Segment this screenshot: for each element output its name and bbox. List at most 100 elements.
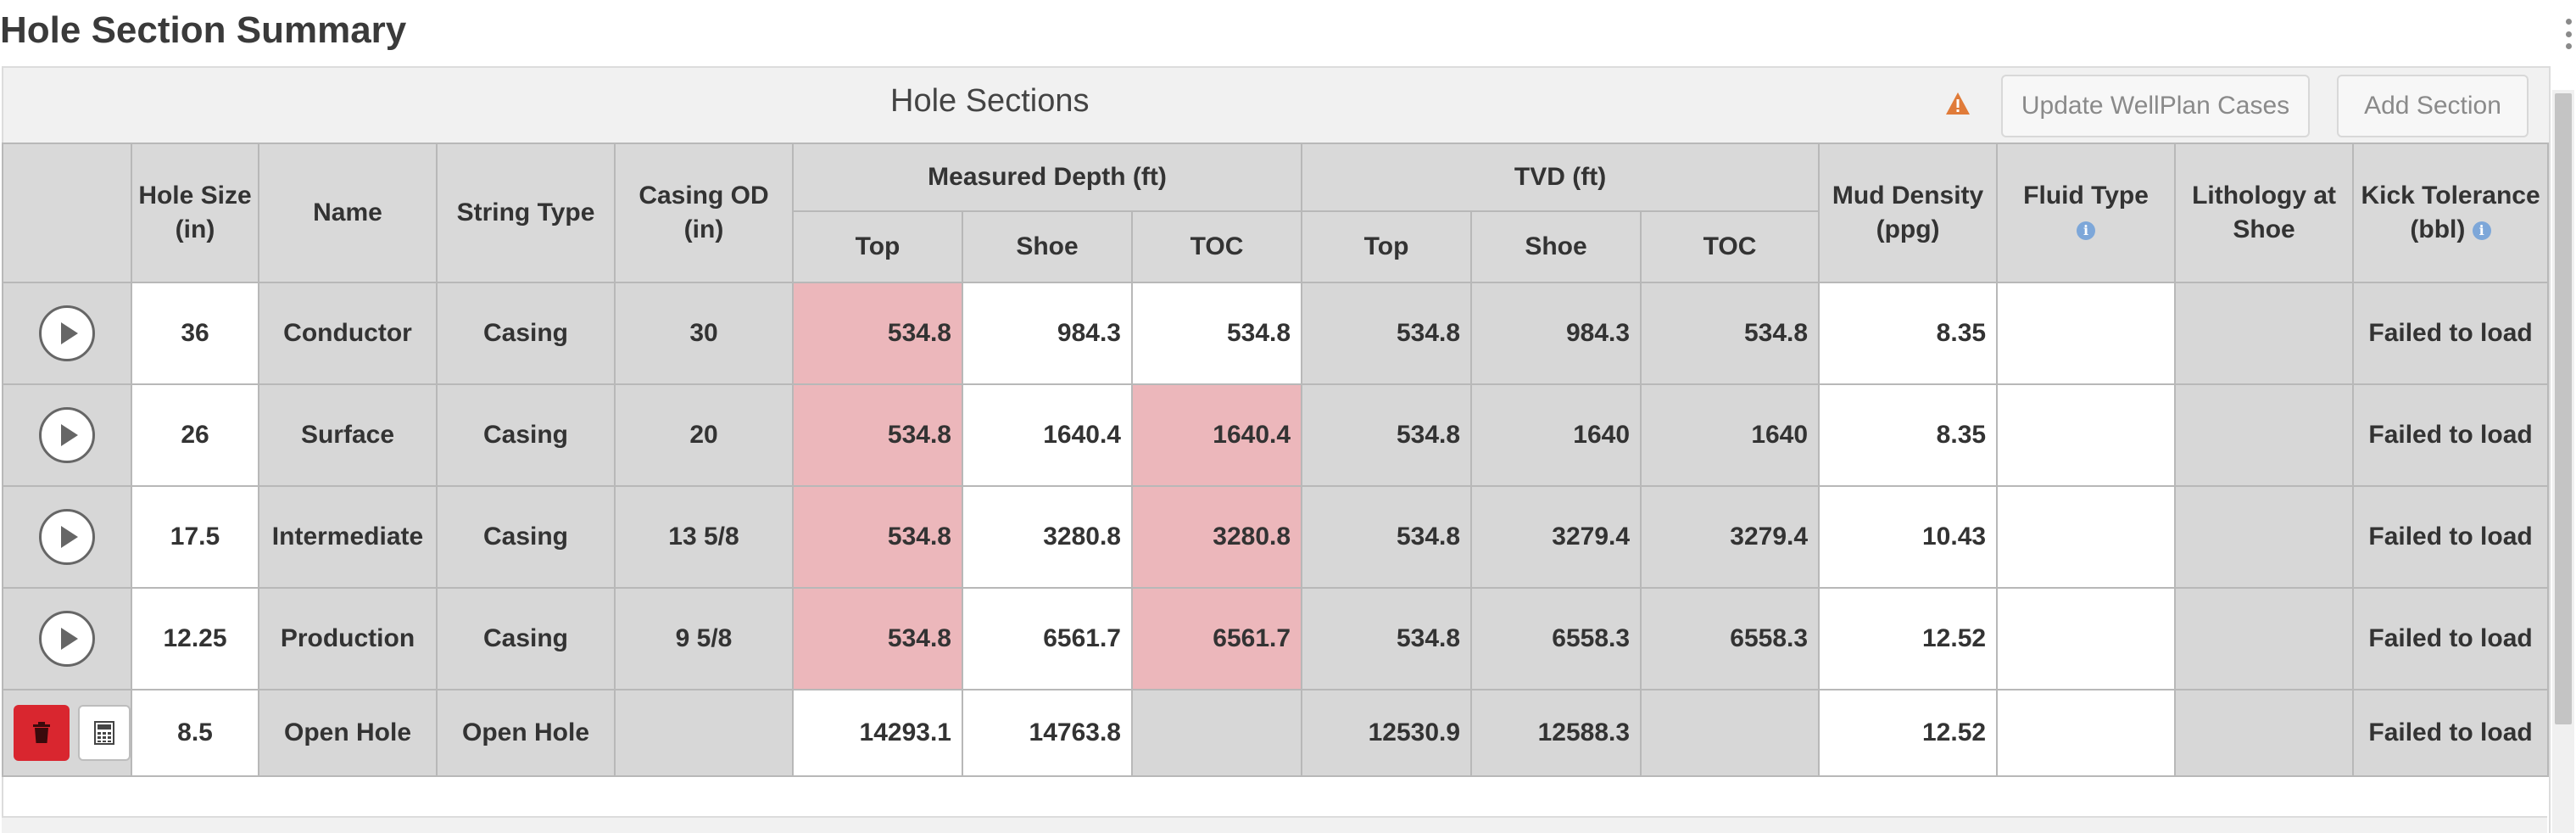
hole-size-cell[interactable]: 8.5 bbox=[131, 689, 259, 777]
info-icon[interactable]: i bbox=[2472, 221, 2491, 241]
fluid-type-cell[interactable] bbox=[1996, 689, 2177, 777]
delete-section-button[interactable] bbox=[14, 705, 70, 761]
header-name: Name bbox=[258, 143, 438, 283]
header-tvd-shoe: Shoe bbox=[1470, 210, 1642, 283]
header-md-toc: TOC bbox=[1130, 210, 1303, 283]
fluid-type-cell[interactable] bbox=[1996, 485, 2177, 589]
play-button[interactable] bbox=[39, 611, 95, 667]
casing-od-cell: 13 5/8 bbox=[614, 485, 794, 589]
mud-density-cell[interactable]: 12.52 bbox=[1818, 689, 1999, 777]
play-icon bbox=[61, 424, 78, 446]
tvd-toc-cell: 534.8 bbox=[1640, 282, 1820, 385]
vertical-scrollbar[interactable] bbox=[2552, 90, 2574, 833]
name-cell: Production bbox=[258, 587, 438, 690]
md-top-cell[interactable]: 534.8 bbox=[792, 383, 963, 487]
md-toc-cell[interactable]: 1640.4 bbox=[1130, 383, 1303, 487]
md-top-cell[interactable]: 14293.1 bbox=[792, 689, 963, 777]
mud-density-cell[interactable]: 12.52 bbox=[1818, 587, 1999, 690]
casing-od-cell: 20 bbox=[614, 383, 794, 487]
fluid-type-label: Fluid Type bbox=[2023, 182, 2149, 210]
lithology-cell bbox=[2174, 689, 2355, 777]
mud-density-cell[interactable]: 8.35 bbox=[1818, 383, 1999, 487]
lithology-cell bbox=[2174, 282, 2355, 385]
md-shoe-cell[interactable]: 14763.8 bbox=[962, 689, 1133, 777]
kick-tolerance-cell: Failed to load bbox=[2352, 485, 2550, 589]
tvd-toc-cell bbox=[1640, 689, 1820, 777]
name-cell: Conductor bbox=[258, 282, 438, 385]
md-shoe-cell[interactable]: 3280.8 bbox=[962, 485, 1133, 589]
calculator-icon bbox=[94, 721, 114, 745]
fluid-type-cell[interactable] bbox=[1996, 383, 2177, 487]
play-button[interactable] bbox=[39, 407, 95, 463]
panel-header: Hole Sections Update WellPlan Cases Add … bbox=[3, 68, 2549, 144]
fluid-type-cell[interactable] bbox=[1996, 587, 2177, 690]
calculator-button[interactable] bbox=[78, 705, 130, 761]
name-cell: Intermediate bbox=[258, 485, 438, 589]
string-type-cell: Casing bbox=[436, 383, 616, 487]
warning-triangle-icon[interactable] bbox=[1945, 92, 1971, 115]
page-title: Hole Section Summary bbox=[0, 9, 407, 51]
tvd-top-cell: 534.8 bbox=[1301, 282, 1473, 385]
md-shoe-cell[interactable]: 1640.4 bbox=[962, 383, 1133, 487]
tvd-shoe-cell: 984.3 bbox=[1470, 282, 1642, 385]
kebab-menu-icon[interactable] bbox=[2564, 19, 2573, 49]
tvd-top-cell: 534.8 bbox=[1301, 383, 1473, 487]
md-top-cell[interactable]: 534.8 bbox=[792, 587, 963, 690]
casing-od-cell: 9 5/8 bbox=[614, 587, 794, 690]
table-row: 26 Surface Casing 20 534.8 1640.4 1640.4… bbox=[2, 383, 2550, 487]
kick-tolerance-cell: Failed to load bbox=[2352, 282, 2550, 385]
play-button[interactable] bbox=[39, 305, 95, 361]
tvd-top-cell: 534.8 bbox=[1301, 485, 1473, 589]
header-controls bbox=[2, 143, 132, 283]
header-fluid-type: Fluid Type i bbox=[1996, 143, 2177, 283]
lithology-cell bbox=[2174, 383, 2355, 487]
md-shoe-cell[interactable]: 6561.7 bbox=[962, 587, 1133, 690]
fluid-type-cell[interactable] bbox=[1996, 282, 2177, 385]
header-measured-depth: Measured Depth (ft) bbox=[791, 143, 1303, 212]
mud-density-cell[interactable]: 8.35 bbox=[1818, 282, 1999, 385]
play-icon bbox=[61, 526, 78, 548]
md-toc-cell bbox=[1130, 689, 1303, 777]
header-casing-od: Casing OD (in) bbox=[614, 143, 794, 283]
table-row: 17.5 Intermediate Casing 13 5/8 534.8 32… bbox=[2, 485, 2550, 589]
md-toc-cell[interactable]: 6561.7 bbox=[1130, 587, 1303, 690]
kick-tolerance-label: Kick Tolerance (bbl) bbox=[2361, 182, 2540, 243]
casing-od-cell bbox=[614, 689, 794, 777]
name-cell: Open Hole bbox=[258, 689, 438, 777]
header-tvd-top: Top bbox=[1301, 210, 1473, 283]
mud-density-cell[interactable]: 10.43 bbox=[1818, 485, 1999, 589]
string-type-cell: Open Hole bbox=[436, 689, 616, 777]
hole-size-cell[interactable]: 26 bbox=[131, 383, 259, 487]
hole-size-cell[interactable]: 36 bbox=[131, 282, 259, 385]
kick-tolerance-cell: Failed to load bbox=[2352, 383, 2550, 487]
md-toc-cell[interactable]: 534.8 bbox=[1130, 282, 1303, 385]
tvd-shoe-cell: 6558.3 bbox=[1470, 587, 1642, 690]
info-icon[interactable]: i bbox=[2077, 221, 2096, 241]
kick-tolerance-cell: Failed to load bbox=[2352, 587, 2550, 690]
add-section-button[interactable]: Add Section bbox=[2337, 75, 2529, 137]
header-tvd: TVD (ft) bbox=[1301, 143, 1820, 212]
casing-od-cell: 30 bbox=[614, 282, 794, 385]
hole-size-cell[interactable]: 12.25 bbox=[131, 587, 259, 690]
tvd-shoe-cell: 1640 bbox=[1470, 383, 1642, 487]
scrollbar-thumb[interactable] bbox=[2555, 93, 2572, 724]
string-type-cell: Casing bbox=[436, 485, 616, 589]
play-button[interactable] bbox=[39, 509, 95, 565]
md-top-cell[interactable]: 534.8 bbox=[792, 282, 963, 385]
tvd-toc-cell: 6558.3 bbox=[1640, 587, 1820, 690]
md-toc-cell[interactable]: 3280.8 bbox=[1130, 485, 1303, 589]
update-wellplan-cases-button[interactable]: Update WellPlan Cases bbox=[2001, 75, 2310, 137]
header-mud-density: Mud Density (ppg) bbox=[1818, 143, 1999, 283]
panel-footer bbox=[2, 816, 2547, 833]
hole-size-cell[interactable]: 17.5 bbox=[131, 485, 259, 589]
md-top-cell[interactable]: 534.8 bbox=[792, 485, 963, 589]
tvd-shoe-cell: 12588.3 bbox=[1470, 689, 1642, 777]
md-shoe-cell[interactable]: 984.3 bbox=[962, 282, 1133, 385]
string-type-cell: Casing bbox=[436, 282, 616, 385]
table-row: 36 Conductor Casing 30 534.8 984.3 534.8… bbox=[2, 282, 2550, 385]
name-cell: Surface bbox=[258, 383, 438, 487]
string-type-cell: Casing bbox=[436, 587, 616, 690]
play-icon bbox=[61, 628, 78, 650]
kick-tolerance-cell: Failed to load bbox=[2352, 689, 2550, 777]
tvd-shoe-cell: 3279.4 bbox=[1470, 485, 1642, 589]
